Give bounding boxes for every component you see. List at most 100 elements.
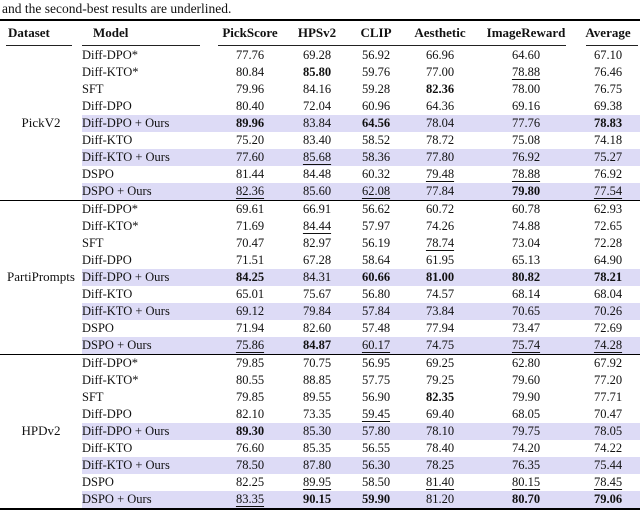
- metric-cell: 74.28: [576, 337, 640, 355]
- metric-value: 79.25: [425, 372, 455, 387]
- results-table: Dataset Model PickScore HPSv2 CLIP Aesth…: [0, 19, 640, 510]
- metric-cell: 58.52: [348, 132, 404, 149]
- metric-cell: 78.00: [476, 81, 576, 98]
- metric-cell: 59.90: [348, 491, 404, 509]
- metric-cell: 64.56: [348, 115, 404, 132]
- metric-value: 81.00: [425, 269, 455, 284]
- metric-value: 84.25: [235, 269, 265, 284]
- metric-value: 85.68: [302, 149, 332, 164]
- metric-cell: 64.36: [404, 98, 476, 115]
- metric-cell: 80.82: [476, 269, 576, 286]
- model-name: Diff-KTO + Ours: [82, 149, 214, 166]
- metric-cell: 70.47: [214, 235, 286, 252]
- metric-value: 76.92: [593, 166, 623, 181]
- metric-cell: 77.00: [404, 64, 476, 81]
- metric-value: 78.21: [593, 269, 623, 284]
- metric-cell: 77.20: [576, 372, 640, 389]
- table-row: HPDv2 Diff-DPO* 79.85 70.75 56.95 69.25 62.80 6…: [0, 354, 640, 509]
- model-name: Diff-KTO: [82, 132, 133, 147]
- metric-value: 82.36: [235, 183, 265, 198]
- col-header-aesthetic: Aesthetic: [404, 20, 476, 47]
- metric-cell: 76.35: [476, 457, 576, 474]
- metric-value: 58.52: [361, 132, 391, 147]
- metric-cell: 56.95: [348, 355, 404, 373]
- metric-cell: 59.45: [348, 406, 404, 423]
- metric-value: 79.85: [235, 389, 265, 404]
- metric-value: 78.45: [593, 474, 623, 489]
- metric-cell: 59.76: [348, 64, 404, 81]
- metric-value: 78.05: [593, 423, 623, 438]
- col-header-hpsv2: HPSv2: [286, 20, 348, 47]
- metric-value: 73.35: [302, 406, 332, 421]
- metric-value: 75.74: [511, 337, 541, 352]
- metric-cell: 79.90: [476, 389, 576, 406]
- metric-value: 73.04: [511, 235, 541, 250]
- metric-cell: 82.36: [404, 81, 476, 98]
- model-name: Diff-KTO: [82, 440, 133, 455]
- metric-cell: 84.48: [286, 166, 348, 183]
- metric-cell: 89.55: [286, 389, 348, 406]
- metric-value: 72.04: [302, 98, 332, 113]
- model-name: DSPO + Ours: [82, 491, 214, 509]
- metric-cell: 68.04: [576, 286, 640, 303]
- metric-value: 79.85: [235, 355, 265, 370]
- metric-cell: 56.30: [348, 457, 404, 474]
- metric-value: 82.97: [302, 235, 332, 250]
- metric-value: 85.35: [302, 440, 332, 455]
- metric-cell: 89.95: [286, 474, 348, 491]
- metric-cell: 70.65: [476, 303, 576, 320]
- metric-cell: 72.28: [576, 235, 640, 252]
- metric-cell: 82.25: [214, 474, 286, 491]
- model-name: Diff-DPO*: [82, 47, 139, 62]
- model-name: Diff-KTO + Ours: [82, 457, 214, 474]
- metric-value: 77.20: [593, 372, 623, 387]
- metric-cell: 75.44: [576, 457, 640, 474]
- model-name: DSPO + Ours: [82, 337, 214, 355]
- metric-value: 71.94: [235, 320, 265, 335]
- metric-cell: 77.71: [576, 389, 640, 406]
- metric-value: 69.38: [593, 98, 623, 113]
- metric-value: 60.32: [361, 166, 391, 181]
- metric-cell: 57.75: [348, 372, 404, 389]
- metric-cell: 85.35: [286, 440, 348, 457]
- model-name: SFT: [82, 235, 104, 250]
- table-row: Diff-DPO + Ours 89.96 83.84 64.56 78.04 77.76…: [0, 115, 640, 132]
- col-header-pickscore: PickScore: [214, 20, 286, 47]
- metric-cell: 78.83: [576, 115, 640, 132]
- metric-value: 70.75: [302, 355, 332, 370]
- metric-value: 77.60: [235, 149, 265, 164]
- metric-cell: 84.16: [286, 81, 348, 98]
- metric-value: 58.64: [361, 252, 391, 267]
- metric-value: 78.50: [235, 457, 265, 472]
- metric-cell: 75.08: [476, 132, 576, 149]
- metric-cell: 81.40: [404, 474, 476, 491]
- metric-value: 64.36: [425, 98, 455, 113]
- col-header-average: Average: [576, 20, 640, 47]
- metric-value: 82.36: [425, 81, 455, 96]
- metric-cell: 69.28: [286, 47, 348, 64]
- metric-value: 85.60: [302, 183, 332, 198]
- metric-value: 60.78: [511, 201, 541, 216]
- metric-value: 56.19: [361, 235, 391, 250]
- metric-value: 64.60: [511, 47, 541, 62]
- metric-value: 60.17: [361, 337, 391, 352]
- metric-cell: 60.66: [348, 269, 404, 286]
- metric-cell: 75.27: [576, 149, 640, 166]
- table-row: Diff-DPO 71.51 67.28 58.64 61.95 65.13 64.90: [0, 252, 640, 269]
- metric-value: 76.35: [511, 457, 541, 472]
- model-name: DSPO + Ours: [82, 183, 214, 201]
- metric-value: 82.35: [425, 389, 455, 404]
- table-row: Diff-DPO 80.40 72.04 60.96 64.36 69.16 69.38: [0, 98, 640, 115]
- metric-value: 59.90: [361, 491, 391, 506]
- metric-value: 69.16: [511, 98, 541, 113]
- metric-value: 72.28: [593, 235, 623, 250]
- metric-cell: 77.60: [214, 149, 286, 166]
- model-name: Diff-DPO: [82, 252, 132, 267]
- metric-cell: 60.78: [476, 201, 576, 219]
- metric-value: 71.51: [235, 252, 265, 267]
- metric-value: 56.80: [361, 286, 391, 301]
- model-name: Diff-KTO + Ours: [82, 303, 214, 320]
- metric-cell: 84.31: [286, 269, 348, 286]
- metric-value: 78.00: [511, 81, 541, 96]
- metric-value: 81.20: [425, 491, 455, 506]
